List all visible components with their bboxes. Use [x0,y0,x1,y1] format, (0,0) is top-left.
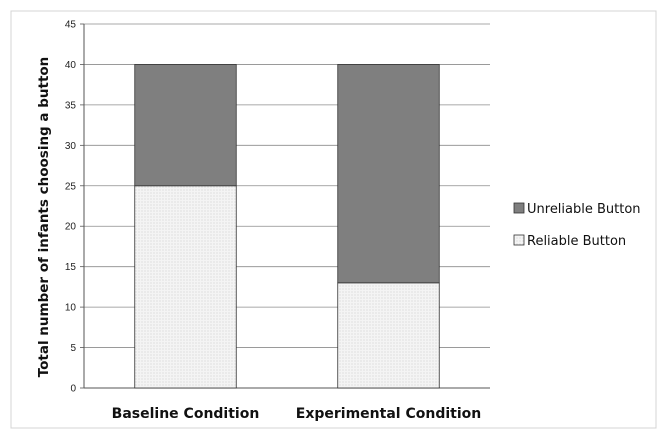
legend-swatch-unreliable [513,202,525,214]
y-axis-label: Total number of infants choosing a butto… [36,57,52,378]
legend: Unreliable Button Reliable Button [513,202,641,249]
bar-segment-unreliable-button [337,64,440,284]
y-tick-label: 30 [65,141,77,152]
x-category-label: Baseline Condition [112,406,260,422]
bar-segment-unreliable-button [134,64,237,187]
bar-segment-reliable-button [134,185,237,389]
legend-swatch-reliable [513,234,525,246]
tick-labels: 0 5 10 15 20 25 30 35 40 45 [65,20,77,395]
category-labels: Baseline Condition Experimental Condition [112,406,482,422]
plot-frame [10,10,657,429]
y-tick-label: 45 [65,20,77,31]
y-tick-label: 0 [70,384,76,395]
x-category-label: Experimental Condition [296,406,481,422]
y-tick-label: 10 [65,303,77,314]
legend-label-unreliable: Unreliable Button [527,202,641,217]
y-tick-label: 25 [65,181,77,192]
y-tick-label: 5 [70,343,76,354]
y-tick-label: 20 [65,222,77,233]
y-tick-label: 40 [65,60,77,71]
bar-segment-reliable-button [337,282,440,389]
y-tick-label: 15 [65,262,77,273]
bars [134,64,440,389]
y-tick-label: 35 [65,100,77,111]
legend-label-reliable: Reliable Button [527,234,626,249]
